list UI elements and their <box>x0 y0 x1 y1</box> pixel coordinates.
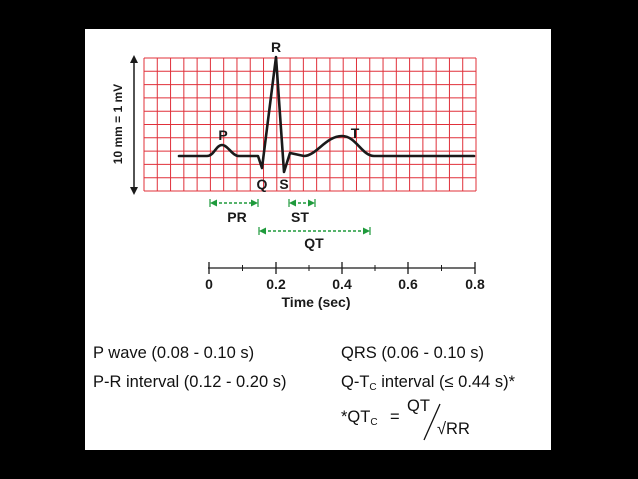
qtc-formula-denominator: √RR <box>437 420 470 438</box>
qtc-formula-lhs: *QTC <box>341 408 378 428</box>
qt-interval-label: QT <box>304 235 324 251</box>
interval-markers <box>209 199 371 235</box>
vertical-scale-label: 10 mm = 1 mV <box>111 84 125 164</box>
wave-label-s: S <box>279 176 288 192</box>
wave-label-q: Q <box>257 176 268 192</box>
time-axis-tick-label: 0.8 <box>465 276 485 292</box>
qrs-note: QRS (0.06 - 0.10 s) <box>341 344 485 362</box>
wave-label-t: T <box>351 125 360 141</box>
time-axis-tick-label: 0.6 <box>398 276 418 292</box>
wave-label-p: P <box>218 127 227 143</box>
p-wave-note: P wave (0.08 - 0.10 s) <box>93 344 255 362</box>
pr-interval-label: PR <box>227 209 246 225</box>
ecg-trace <box>177 55 476 174</box>
st-interval-arrow <box>288 199 316 207</box>
qtc-interval-note: Q-TC interval (≤ 0.44 s)* <box>341 373 515 393</box>
time-axis-tick-label: 0.2 <box>266 276 286 292</box>
qtc-note-prefix: Q-T <box>341 373 370 391</box>
wave-label-r: R <box>271 39 281 55</box>
qtc-note-subscript: C <box>369 382 377 393</box>
pr-interval-note: P-R interval (0.12 - 0.20 s) <box>93 373 287 391</box>
qt-interval-arrow <box>258 227 371 235</box>
ecg-grid <box>143 57 477 192</box>
qtc-note-suffix: interval (≤ 0.44 s)* <box>376 373 516 391</box>
qtc-formula-numerator: QT <box>407 397 430 415</box>
time-axis-ticks: 0 0.2 0.4 0.6 0.8 <box>205 262 485 292</box>
time-axis-tick-label: 0 <box>205 276 213 292</box>
qtc-formula-equals: = <box>390 408 400 426</box>
time-axis-tick-label: 0.4 <box>332 276 352 292</box>
qtc-formula-qt: *QT <box>341 408 371 426</box>
vertical-scale-bar <box>130 55 138 195</box>
qtc-formula-subscript: C <box>370 417 378 428</box>
pr-interval-arrow <box>209 199 259 207</box>
ecg-diagram-panel <box>85 29 551 450</box>
st-interval-label: ST <box>291 209 309 225</box>
time-axis-label: Time (sec) <box>282 294 351 310</box>
